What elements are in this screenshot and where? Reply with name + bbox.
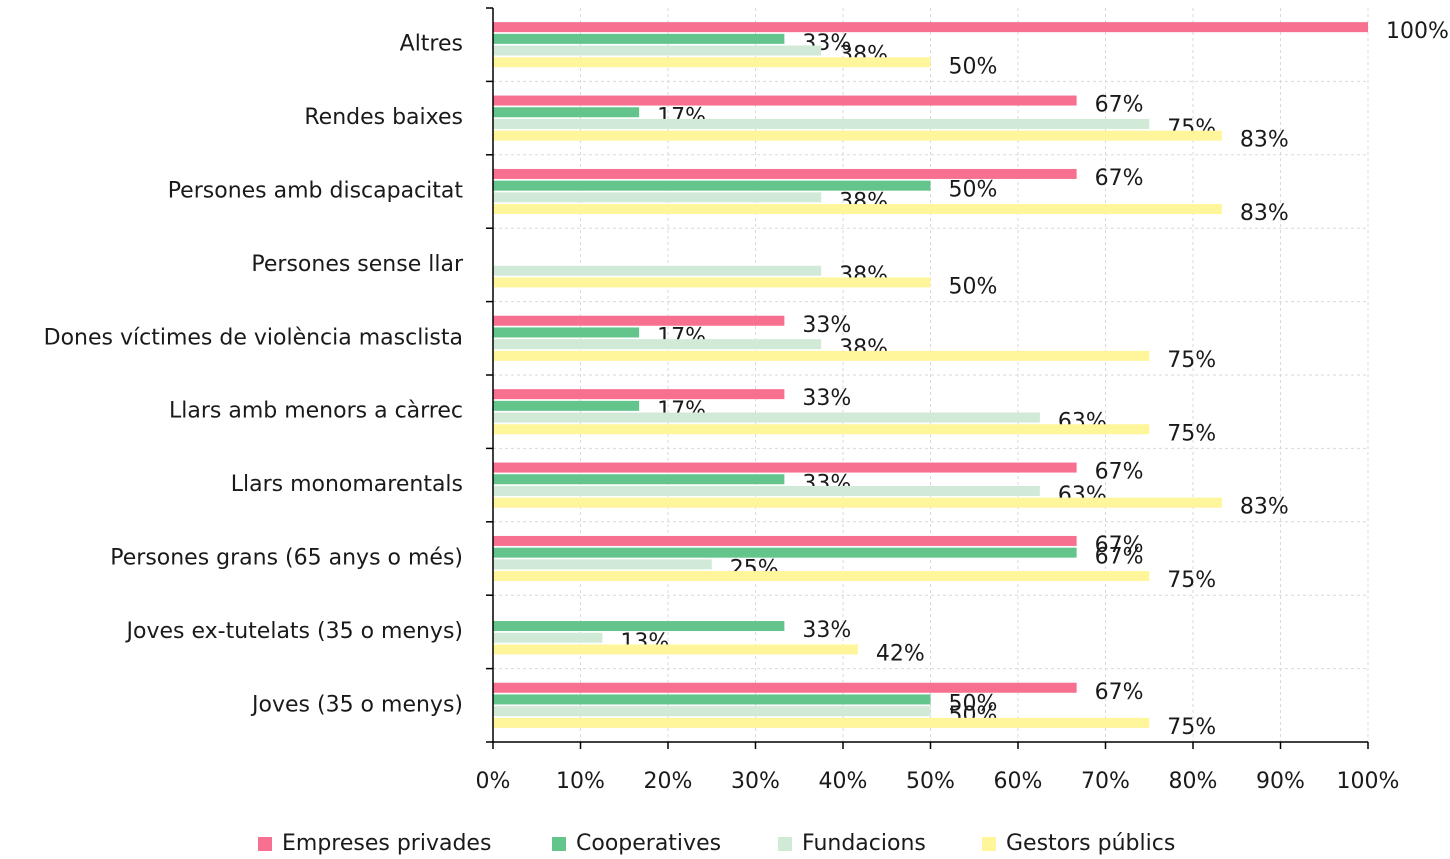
x-tick-label: 90%	[1256, 769, 1305, 794]
bar	[493, 180, 931, 191]
value-label: 67%	[1095, 680, 1144, 705]
value-label: 75%	[1167, 715, 1216, 740]
value-label: 33%	[802, 618, 851, 643]
bar	[493, 717, 1150, 728]
bar	[493, 706, 931, 717]
bar	[493, 22, 1368, 33]
x-tick-label: 0%	[476, 769, 511, 794]
bar	[493, 118, 1150, 129]
bar	[493, 485, 1040, 496]
x-tick-label: 20%	[644, 769, 693, 794]
y-tick-label: Joves ex-tutelats (35 o menys)	[125, 619, 463, 644]
bar	[493, 95, 1077, 106]
legend-swatch	[982, 837, 996, 851]
value-label: 67%	[1095, 545, 1144, 570]
y-tick-label: Llars monomarentals	[231, 472, 463, 497]
y-tick-label: Persones sense llar	[251, 252, 464, 277]
value-label: 67%	[1095, 460, 1144, 485]
bar	[493, 474, 785, 485]
legend-label: Fundacions	[802, 831, 926, 856]
y-tick-label: Llars amb menors a càrrec	[169, 399, 463, 424]
value-label: 75%	[1167, 421, 1216, 446]
bar	[493, 424, 1150, 435]
value-label: 75%	[1167, 348, 1216, 373]
bar	[493, 559, 712, 570]
y-tick-label: Persones grans (65 anys o més)	[110, 546, 463, 571]
legend-swatch	[552, 837, 566, 851]
bar	[493, 33, 785, 44]
bar	[493, 412, 1040, 423]
bar	[493, 265, 822, 276]
bar	[493, 277, 931, 288]
bar	[493, 45, 822, 56]
value-label: 50%	[949, 274, 998, 299]
y-tick-label: Persones amb discapacitat	[168, 179, 464, 204]
bar	[493, 621, 785, 632]
value-label: 67%	[1095, 166, 1144, 191]
legend-swatch	[258, 837, 272, 851]
value-label: 83%	[1240, 201, 1289, 226]
value-label: 83%	[1240, 495, 1289, 520]
bar	[493, 462, 1077, 473]
bar	[493, 107, 640, 118]
value-label: 50%	[949, 691, 998, 716]
bar	[493, 644, 858, 655]
x-tick-label: 70%	[1081, 769, 1130, 794]
value-label: 75%	[1167, 568, 1216, 593]
bar	[493, 339, 822, 350]
bar	[493, 632, 603, 643]
value-label: 100%	[1386, 19, 1449, 44]
bar	[493, 497, 1222, 508]
bar	[493, 327, 640, 338]
bar	[493, 350, 1150, 361]
value-label: 67%	[1095, 533, 1144, 558]
x-tick-label: 100%	[1337, 769, 1400, 794]
bar	[493, 57, 931, 68]
value-label: 33%	[802, 386, 851, 411]
bar	[493, 682, 1077, 693]
x-tick-label: 40%	[819, 769, 868, 794]
bar	[493, 315, 785, 326]
bar	[493, 130, 1222, 141]
value-label: 42%	[876, 641, 925, 666]
legend-label: Cooperatives	[576, 831, 721, 856]
value-label: 33%	[802, 313, 851, 338]
y-tick-label: Joves (35 o menys)	[250, 692, 463, 717]
x-tick-label: 80%	[1169, 769, 1218, 794]
x-tick-label: 10%	[556, 769, 605, 794]
bar	[493, 400, 640, 411]
bar	[493, 571, 1150, 582]
y-tick-label: Altres	[400, 32, 463, 57]
y-tick-label: Dones víctimes de violència masclista	[44, 325, 463, 350]
value-label: 50%	[949, 54, 998, 79]
x-tick-label: 50%	[906, 769, 955, 794]
bar	[493, 192, 822, 203]
bar	[493, 547, 1077, 558]
bar	[493, 535, 1077, 546]
y-tick-label: Rendes baixes	[304, 105, 463, 130]
bar	[493, 389, 785, 400]
legend-swatch	[778, 837, 792, 851]
legend-label: Gestors públics	[1006, 831, 1175, 856]
bar	[493, 694, 931, 705]
x-tick-label: 30%	[731, 769, 780, 794]
value-label: 83%	[1240, 128, 1289, 153]
x-tick-label: 60%	[994, 769, 1043, 794]
legend-label: Empreses privades	[282, 831, 491, 856]
value-label: 67%	[1095, 93, 1144, 118]
bar	[493, 168, 1077, 179]
bar	[493, 204, 1222, 215]
value-label: 50%	[949, 178, 998, 203]
